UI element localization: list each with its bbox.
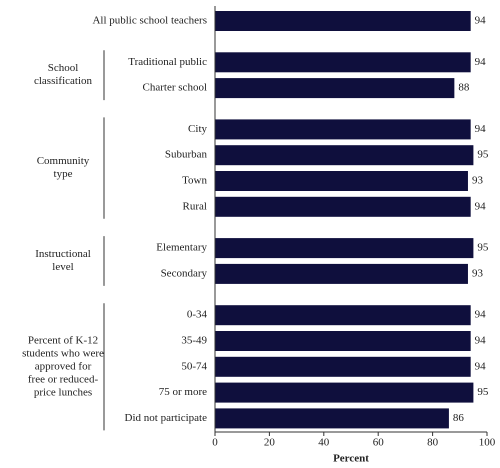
x-tick-label: 40: [318, 437, 330, 449]
bar: [215, 119, 471, 140]
group-label: free or reduced-: [28, 373, 99, 385]
group-label: approved for: [35, 360, 92, 372]
category-label: 75 or more: [159, 386, 207, 398]
bar: [215, 305, 471, 326]
bar: [215, 238, 474, 259]
value-label: 94: [475, 335, 487, 347]
bar: [215, 331, 471, 351]
value-label: 93: [472, 175, 484, 187]
value-label: 94: [475, 360, 487, 372]
value-label: 86: [453, 412, 465, 424]
value-label: 94: [475, 15, 487, 27]
x-tick-label: 100: [479, 437, 496, 449]
bar: [215, 263, 468, 284]
group-label: Instructional: [35, 248, 91, 260]
category-label: Elementary: [156, 242, 207, 254]
category-label: Rural: [183, 200, 207, 212]
category-label: Suburban: [165, 149, 208, 161]
x-tick-label: 80: [427, 437, 439, 449]
category-label: City: [188, 123, 207, 135]
category-label: All public school teachers: [92, 15, 207, 27]
category-label: Did not participate: [125, 412, 208, 424]
value-label: 88: [458, 82, 470, 94]
category-label: Secondary: [161, 267, 208, 279]
bar: [215, 78, 455, 99]
group-label: Percent of K-12: [28, 334, 98, 346]
value-label: 95: [477, 242, 489, 254]
category-label: Town: [182, 175, 207, 187]
group-label: School: [48, 62, 79, 74]
bar: [215, 408, 449, 429]
group-label: Community: [37, 155, 90, 167]
category-label: 0-34: [187, 309, 208, 321]
value-label: 94: [475, 309, 487, 321]
bar: [215, 382, 474, 403]
bar: [215, 11, 471, 31]
bar: [215, 171, 468, 191]
x-tick-label: 0: [212, 437, 218, 449]
bar: [215, 52, 471, 73]
bar: [215, 196, 471, 217]
x-axis-label: Percent: [333, 453, 369, 465]
value-label: 95: [477, 386, 489, 398]
x-tick-label: 20: [264, 437, 276, 449]
value-label: 95: [477, 149, 489, 161]
category-label: 35-49: [181, 335, 207, 347]
category-label: Charter school: [143, 82, 207, 94]
category-label: Traditional public: [128, 56, 207, 68]
category-label: 50-74: [181, 360, 207, 372]
value-label: 93: [472, 267, 484, 279]
x-tick-label: 60: [373, 437, 385, 449]
group-label: type: [54, 168, 73, 180]
group-label: classification: [34, 75, 93, 87]
group-label: level: [52, 261, 73, 273]
value-label: 94: [475, 56, 487, 68]
bar: [215, 356, 471, 377]
group-label: price lunches: [34, 386, 92, 398]
group-label: students who were: [22, 347, 104, 359]
value-label: 94: [475, 200, 487, 212]
value-label: 94: [475, 123, 487, 135]
bar: [215, 145, 474, 166]
